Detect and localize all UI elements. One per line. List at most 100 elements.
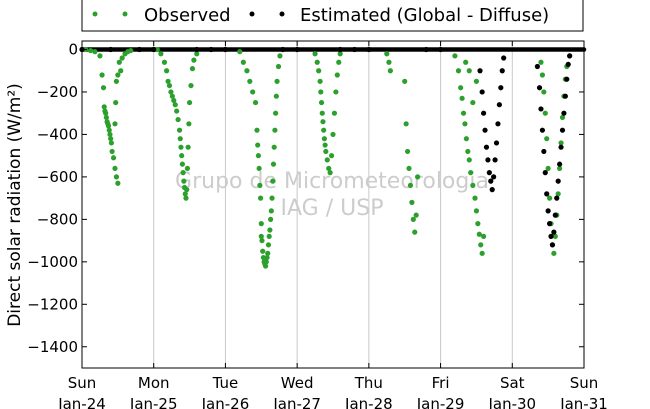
observed-point [316, 68, 322, 74]
estimated-point [545, 208, 551, 214]
observed-point [409, 199, 415, 205]
estimated-point [495, 121, 501, 127]
observed-point [263, 259, 269, 265]
observed-point [112, 165, 118, 172]
observed-point [463, 59, 469, 65]
observed-point [402, 78, 408, 84]
estimated-point [567, 53, 573, 59]
y-tick-label: 0 [68, 40, 78, 58]
observed-point [105, 123, 112, 129]
observed-point [337, 51, 343, 57]
estimated-point [489, 187, 495, 193]
observed-point [256, 165, 262, 172]
observed-point [460, 110, 467, 116]
observed-point [108, 140, 115, 146]
observed-point [164, 68, 170, 74]
observed-point [169, 93, 175, 99]
observed-point [479, 250, 485, 256]
estimated-point [498, 85, 504, 91]
estimated-point [544, 191, 550, 197]
observed-point [265, 242, 272, 248]
observed-point [273, 93, 279, 99]
observed-point [552, 233, 558, 239]
observed-point [275, 63, 282, 70]
estimated-point [551, 229, 557, 235]
observed-point [168, 89, 174, 95]
estimated-point [546, 221, 553, 227]
observed-point [463, 136, 469, 142]
y-axis: 0 −200 −400 −600 −800 −1000 −1200 −1400 [27, 40, 584, 356]
observed-point [186, 121, 192, 127]
x-tick-label-day: Mon [138, 374, 170, 392]
observed-point [257, 195, 264, 201]
observed-point [323, 148, 329, 155]
observed-point [268, 216, 274, 222]
estimated-point [479, 89, 485, 95]
x-tick-label-day: Wed [281, 374, 314, 392]
estimated-point [208, 46, 214, 53]
estimated-point [366, 46, 372, 53]
observed-point [262, 263, 269, 269]
observed-point [269, 195, 275, 201]
observed-point [179, 153, 185, 159]
estimated-point [437, 46, 444, 53]
observed-point [179, 161, 185, 167]
observed-point [541, 89, 547, 95]
legend-observed-marker [92, 11, 98, 17]
observed-point [466, 157, 472, 163]
observed-point [551, 250, 557, 256]
observed-point [413, 212, 419, 218]
observed-point [473, 208, 480, 214]
observed-point [546, 195, 553, 201]
observed-point [174, 108, 180, 114]
observed-point [260, 248, 266, 254]
observed-point [557, 165, 563, 172]
x-tick-label-day: Sat [500, 374, 525, 392]
observed-point [322, 142, 328, 148]
estimated-point [501, 55, 507, 61]
observed-point [470, 182, 476, 188]
y-tick-label: −400 [37, 125, 78, 143]
observed-point [321, 127, 327, 133]
estimated-point [423, 46, 429, 53]
observed-point [119, 55, 125, 61]
grid-lines [153, 41, 513, 368]
estimated-point [151, 46, 157, 53]
x-tick-label-day: Thu [354, 374, 383, 392]
observed-point [318, 99, 325, 106]
observed-point [268, 208, 274, 214]
observed-point [468, 170, 474, 176]
y-tick-label: −1200 [27, 295, 78, 313]
observed-point [406, 165, 412, 172]
observed-point [404, 148, 411, 155]
observed-point [264, 254, 270, 261]
estimated-point [294, 46, 300, 53]
estimated-point [477, 68, 483, 74]
estimated-point [280, 46, 286, 53]
observed-point [542, 110, 548, 116]
observed-point [334, 72, 340, 78]
observed-point [266, 233, 272, 239]
x-tick-label-date: Jan-30 [487, 395, 536, 409]
observed-point [272, 127, 278, 133]
estimated-point [486, 170, 492, 176]
observed-point [466, 68, 472, 74]
estimated-point [558, 144, 564, 150]
watermark-line: IAG / USP [281, 196, 384, 221]
observed-point [191, 57, 197, 63]
observed-point [188, 82, 194, 89]
observed-point [252, 99, 259, 106]
estimated-point [108, 46, 114, 53]
observed-point [270, 161, 277, 167]
observed-point [254, 127, 260, 133]
x-tick-label-day: Fri [432, 374, 450, 392]
x-tick-label-date: Jan-28 [344, 395, 393, 409]
plot-frame [81, 40, 585, 369]
estimated-point [536, 85, 543, 91]
observed-point [183, 195, 189, 201]
observed-point [265, 250, 271, 256]
observed-point [100, 85, 107, 91]
observed-point [472, 195, 478, 201]
data-points [79, 46, 587, 269]
estimated-point [488, 178, 494, 184]
